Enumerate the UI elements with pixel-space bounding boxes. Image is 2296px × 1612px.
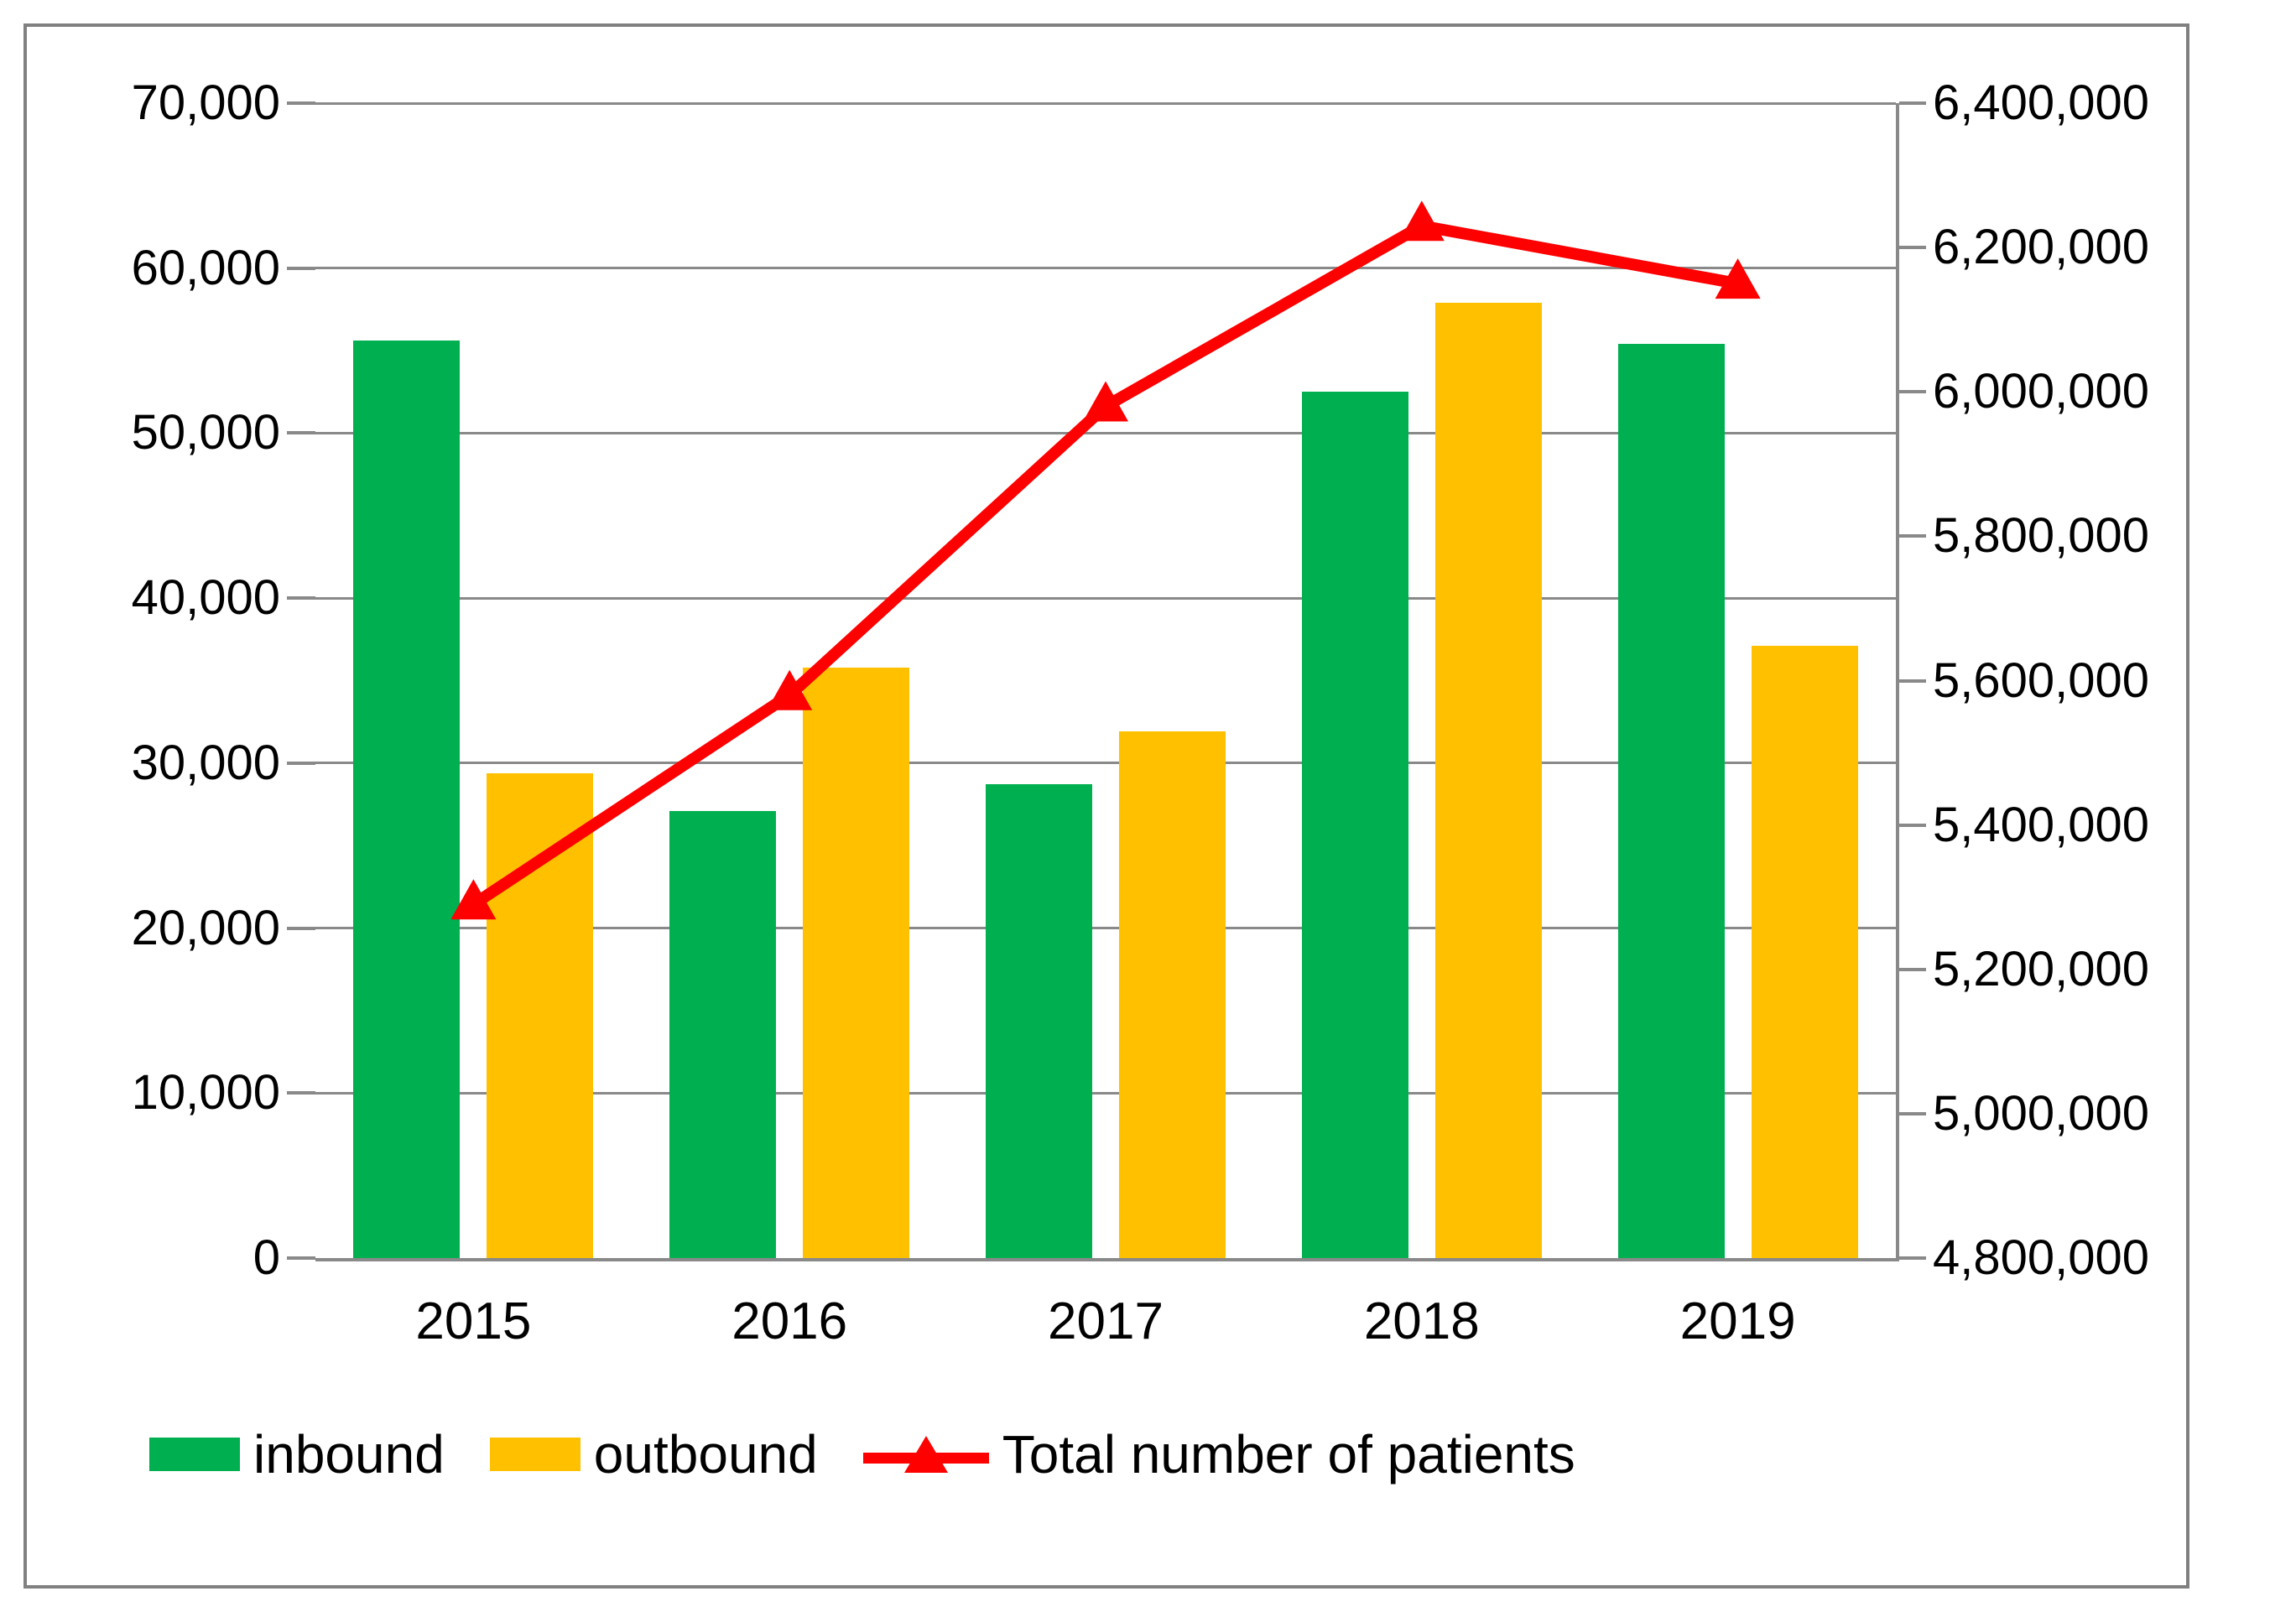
line-with-triangle-marker-icon bbox=[862, 1433, 989, 1476]
right-axis-label-6,000,000: 6,000,000 bbox=[1933, 364, 2150, 419]
right-tick-6,400,000 bbox=[1899, 101, 1926, 105]
right-tick-5,000,000 bbox=[1899, 1111, 1926, 1115]
left-tick-30,000 bbox=[287, 761, 315, 765]
right-axis-label-4,800,000: 4,800,000 bbox=[1933, 1230, 2150, 1285]
inbound-bar-2019 bbox=[1617, 344, 1725, 1258]
left-axis-label-30,000: 30,000 bbox=[131, 735, 280, 790]
legend-item-total-patients: Total number of patients bbox=[862, 1423, 1575, 1485]
right-axis-label-6,200,000: 6,200,000 bbox=[1933, 220, 2150, 275]
legend-item-inbound: inbound bbox=[149, 1423, 445, 1485]
inbound-swatch-icon bbox=[149, 1438, 240, 1471]
year-label-2018: 2018 bbox=[1363, 1292, 1480, 1350]
total-patients-line bbox=[450, 200, 1761, 920]
gridline-70000 bbox=[315, 101, 1896, 105]
triangle-marker-2015 bbox=[450, 879, 497, 920]
outbound-bar-2018 bbox=[1434, 303, 1542, 1258]
triangle-marker-2017 bbox=[1083, 381, 1128, 422]
right-tick-5,200,000 bbox=[1899, 967, 1926, 971]
legend-label-inbound: inbound bbox=[253, 1424, 445, 1485]
right-tick-5,600,000 bbox=[1899, 679, 1926, 683]
outbound-bar-2019 bbox=[1751, 646, 1858, 1258]
gridline-10000 bbox=[315, 1091, 1896, 1095]
right-tick-6,000,000 bbox=[1899, 390, 1926, 394]
right-tick-5,400,000 bbox=[1899, 823, 1926, 827]
inbound-bar-2015 bbox=[353, 341, 461, 1258]
left-tick-0 bbox=[287, 1256, 315, 1260]
left-axis-label-40,000: 40,000 bbox=[131, 570, 280, 626]
left-tick-40,000 bbox=[287, 596, 315, 601]
legend-label-total-patients: Total number of patients bbox=[1002, 1424, 1575, 1485]
outbound-bar-2017 bbox=[1119, 731, 1226, 1258]
right-axis-label-6,400,000: 6,400,000 bbox=[1933, 75, 2150, 130]
inbound-bar-2017 bbox=[986, 784, 1092, 1258]
right-tick-4,800,000 bbox=[1899, 1256, 1926, 1260]
year-label-2019: 2019 bbox=[1679, 1292, 1796, 1350]
right-axis-label-5,400,000: 5,400,000 bbox=[1933, 797, 2150, 852]
triangle-marker-2018 bbox=[1398, 200, 1445, 242]
outbound-bar-2016 bbox=[803, 667, 910, 1258]
left-tick-50,000 bbox=[287, 431, 315, 435]
right-axis-label-5,600,000: 5,600,000 bbox=[1933, 653, 2150, 708]
plot-area bbox=[287, 101, 1926, 1261]
right-tick-6,200,000 bbox=[1899, 246, 1926, 250]
year-label-2017: 2017 bbox=[1048, 1292, 1164, 1350]
left-axis-label-70,000: 70,000 bbox=[131, 75, 280, 130]
year-label-2015: 2015 bbox=[415, 1292, 532, 1350]
gridline-20000 bbox=[315, 927, 1896, 930]
gridline-60000 bbox=[315, 267, 1896, 270]
left-axis-label-0: 0 bbox=[253, 1230, 280, 1285]
legend-label-outbound: outbound bbox=[593, 1424, 818, 1485]
triangle-marker-2019 bbox=[1715, 258, 1761, 299]
left-axis-label-10,000: 10,000 bbox=[131, 1065, 280, 1121]
right-axis-label-5,800,000: 5,800,000 bbox=[1933, 508, 2150, 564]
gridline-40000 bbox=[315, 596, 1896, 600]
legend: inbound outbound Total number of patient… bbox=[149, 1419, 1575, 1490]
inbound-bar-2016 bbox=[669, 810, 777, 1258]
right-axis-label-5,200,000: 5,200,000 bbox=[1933, 941, 2150, 996]
legend-item-outbound: outbound bbox=[489, 1423, 818, 1485]
left-tick-10,000 bbox=[287, 1091, 315, 1095]
gridline-30000 bbox=[315, 762, 1896, 765]
left-axis-label-50,000: 50,000 bbox=[131, 405, 280, 460]
triangle-marker-2016 bbox=[767, 669, 813, 710]
left-axis-label-60,000: 60,000 bbox=[131, 240, 280, 295]
outbound-swatch-icon bbox=[489, 1438, 581, 1471]
left-tick-70,000 bbox=[287, 101, 315, 105]
right-tick-5,800,000 bbox=[1899, 534, 1926, 538]
total-patients-polyline bbox=[470, 219, 1739, 910]
year-label-2016: 2016 bbox=[731, 1292, 848, 1350]
left-axis-label-20,000: 20,000 bbox=[131, 900, 280, 955]
left-tick-20,000 bbox=[287, 926, 315, 930]
left-tick-60,000 bbox=[287, 266, 315, 270]
inbound-bar-2018 bbox=[1301, 392, 1408, 1258]
right-axis-label-5,000,000: 5,000,000 bbox=[1933, 1085, 2150, 1141]
gridline-50000 bbox=[315, 431, 1896, 434]
